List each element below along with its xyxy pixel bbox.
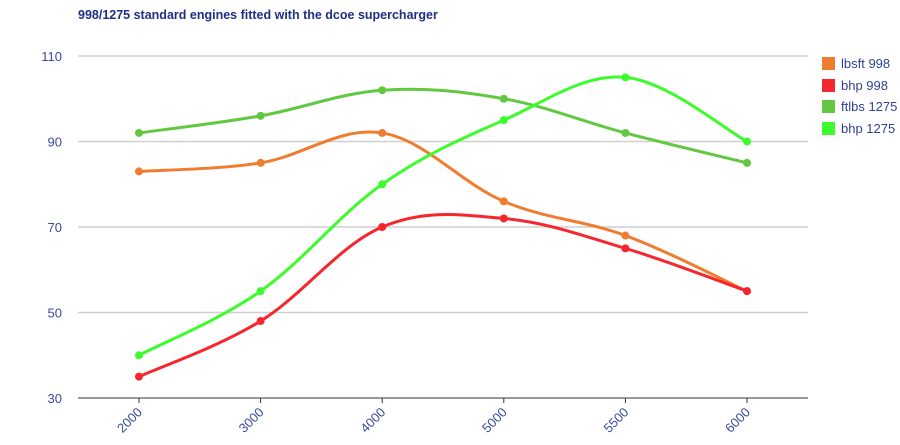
data-point <box>135 351 143 360</box>
legend-item[interactable]: ftlbs 1275 <box>822 96 897 118</box>
legend-swatch <box>822 121 835 135</box>
data-point <box>743 287 751 296</box>
data-point <box>743 137 751 146</box>
data-point <box>378 223 387 231</box>
x-tick-label: 4000 <box>357 405 388 436</box>
data-point <box>499 197 508 206</box>
series-line <box>138 87 748 165</box>
data-point <box>378 180 387 189</box>
legend-label: bhp 1275 <box>841 120 896 136</box>
data-point <box>621 128 630 137</box>
chart-title: 998/1275 standard engines fitted with th… <box>78 8 438 22</box>
series-line <box>138 213 748 378</box>
data-point <box>621 244 630 253</box>
data-point <box>135 372 143 381</box>
series-bhp-998 <box>135 213 751 381</box>
series-line <box>138 130 748 293</box>
x-tick-label: 3000 <box>236 405 267 436</box>
x-tick-label: 5000 <box>479 405 510 436</box>
y-tick-label: 50 <box>48 306 62 321</box>
series-bhp-1275 <box>135 73 751 360</box>
data-point <box>256 287 265 296</box>
data-point <box>743 158 751 167</box>
legend-label: ftlbs 1275 <box>841 99 898 115</box>
legend-swatch <box>822 57 835 71</box>
y-tick-label: 70 <box>48 220 62 235</box>
data-point <box>256 317 265 326</box>
data-point <box>256 158 265 167</box>
data-point <box>256 111 265 120</box>
series-line <box>138 75 748 357</box>
data-point <box>499 214 508 223</box>
data-point <box>378 128 387 137</box>
data-point <box>621 73 630 82</box>
data-point <box>621 231 630 240</box>
data-point <box>135 128 143 137</box>
legend-item[interactable]: bhp 998 <box>822 75 897 97</box>
legend: lbsft 998 bhp 998 ftlbs 1275 bhp 1275 <box>822 53 897 139</box>
x-tick-label: 6000 <box>722 405 753 436</box>
data-point <box>499 94 508 103</box>
data-point <box>135 167 143 176</box>
legend-swatch <box>822 78 835 92</box>
data-point <box>499 116 508 125</box>
legend-item[interactable]: lbsft 998 <box>822 53 897 75</box>
y-tick-label: 30 <box>48 391 62 406</box>
legend-label: bhp 998 <box>841 77 888 93</box>
data-point <box>378 86 387 95</box>
x-tick-label: 2000 <box>114 405 145 436</box>
legend-item[interactable]: bhp 1275 <box>822 118 897 140</box>
series-ftlbs-1275 <box>135 86 751 167</box>
legend-label: lbsft 998 <box>841 56 891 72</box>
series-lbsft-998 <box>135 128 751 296</box>
x-tick-label: 5500 <box>600 405 631 436</box>
legend-swatch <box>822 100 835 114</box>
y-tick-label: 110 <box>41 49 62 64</box>
y-tick-label: 90 <box>48 135 62 150</box>
